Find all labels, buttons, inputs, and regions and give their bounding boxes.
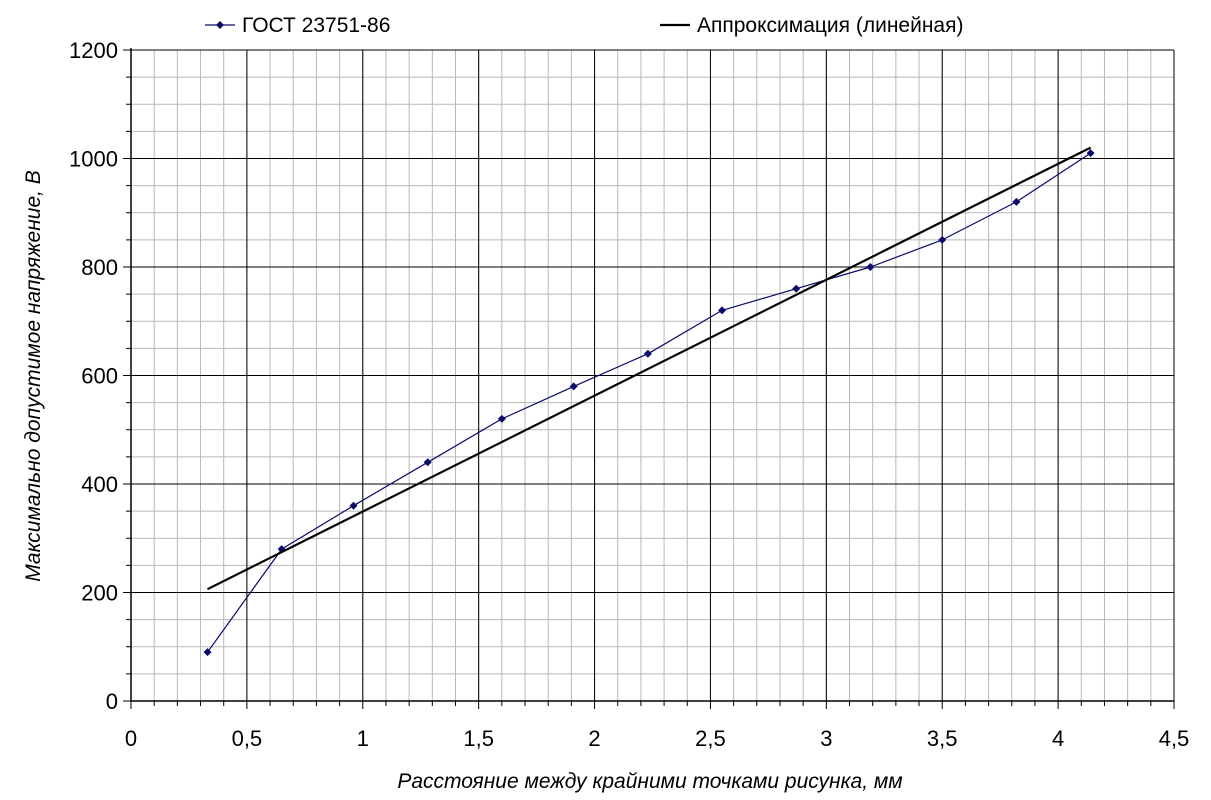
gost-data-point <box>203 648 212 657</box>
x-axis-title: Расстояние между крайними точками рисунк… <box>397 770 902 793</box>
y-tick-label: 1000 <box>69 147 118 172</box>
x-tick-label: 3 <box>820 726 832 751</box>
y-tick-label: 200 <box>81 581 118 606</box>
major-gridlines <box>131 49 1175 701</box>
gost-data-point <box>349 501 358 510</box>
gost-data-point <box>423 458 432 467</box>
gost-data-point <box>643 349 652 358</box>
axes <box>123 48 1175 709</box>
legend: ГОСТ 23751-86 Аппроксимация (линейная) <box>205 14 963 37</box>
gost-data-point <box>866 263 875 271</box>
gost-data-point <box>718 306 727 315</box>
x-tick-label: 4 <box>1052 726 1064 751</box>
legend-label-approximation: Аппроксимация (линейная) <box>697 14 963 37</box>
x-tick-label: 2 <box>588 726 600 751</box>
y-tick-label: 1200 <box>69 38 118 63</box>
y-axis-title: Максимально допустимое напряжение, В <box>22 170 45 582</box>
x-tick-label: 1 <box>357 726 369 751</box>
gost-data-point <box>792 284 801 293</box>
approximation-line <box>207 146 1092 591</box>
x-tick-label: 4,5 <box>1159 726 1190 751</box>
gost-data-point <box>1086 149 1095 158</box>
x-tick-label: 3,5 <box>927 726 958 751</box>
x-tick-label: 1,5 <box>463 726 494 751</box>
gost-data-point <box>569 382 578 391</box>
x-tick-label: 0,5 <box>232 726 263 751</box>
series <box>203 146 1095 657</box>
x-tick-label: 0 <box>125 726 137 751</box>
gost-data-point <box>1012 197 1021 206</box>
gost-data-point <box>938 235 947 244</box>
y-tick-label: 0 <box>106 689 118 714</box>
x-tick-labels: 0 0,5 1 1,5 2 2,5 3 3,5 4 4,5 <box>125 726 1189 751</box>
y-tick-labels: 0 200 400 600 800 1000 1200 <box>69 38 118 714</box>
legend-label-gost: ГОСТ 23751-86 <box>242 14 390 37</box>
legend-marker-gost <box>216 21 224 29</box>
y-tick-label: 400 <box>81 472 118 497</box>
y-tick-label: 800 <box>81 255 118 280</box>
y-tick-label: 600 <box>81 364 118 389</box>
gost-data-point <box>497 414 506 423</box>
x-tick-label: 2,5 <box>695 726 726 751</box>
